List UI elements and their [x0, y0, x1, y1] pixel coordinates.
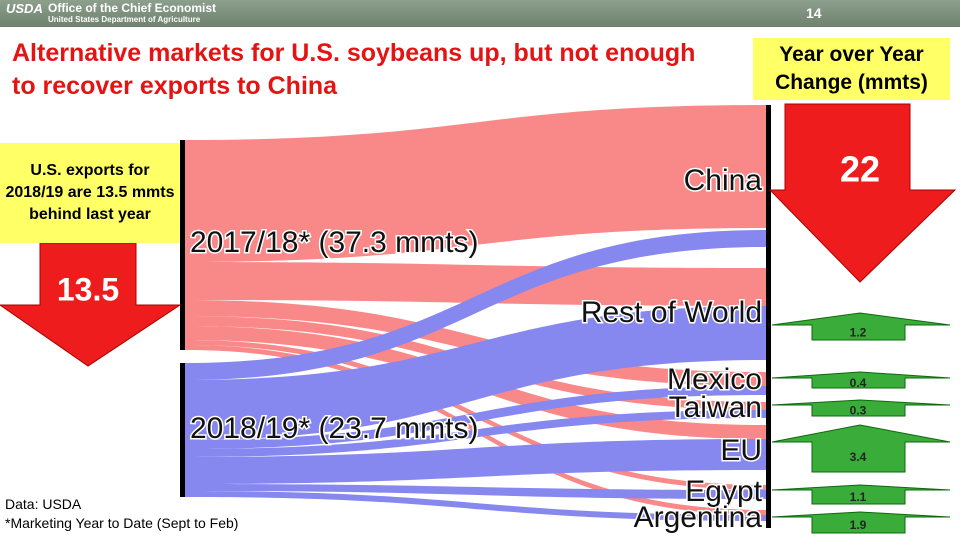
- change-label: 1.2: [850, 326, 867, 340]
- up-arrow: [771, 399, 951, 417]
- callout-text: U.S. exports for 2018/19 are 13.5 mmts b…: [5, 162, 175, 223]
- left-callout: U.S. exports for 2018/19 are 13.5 mmts b…: [0, 143, 180, 243]
- flow: [185, 306, 766, 440]
- footnote: Data: USDA: [5, 496, 82, 512]
- dept: United States Department of Agriculture: [48, 15, 201, 24]
- change-label: 3.4: [850, 450, 867, 464]
- source-node: [180, 140, 185, 350]
- page-number: 14: [806, 5, 822, 21]
- dest-label: China: [684, 164, 763, 197]
- flow: [185, 230, 766, 380]
- source-label: 2017/18* (37.3 mmts): [190, 226, 478, 259]
- dest-label: EU: [720, 434, 762, 467]
- change-label: 1.1: [850, 490, 867, 504]
- down-arrow: [0, 242, 182, 367]
- right-callout: Year over Year Change (mmts): [753, 38, 950, 100]
- flow: [185, 410, 766, 457]
- flow: [185, 262, 766, 306]
- change-label: 0.4: [850, 376, 867, 390]
- flow: [185, 105, 766, 262]
- flow: [185, 484, 766, 499]
- flow: [185, 439, 766, 484]
- change-label: 1.9: [850, 518, 867, 532]
- flow: [185, 491, 766, 521]
- source-node: [180, 363, 185, 497]
- dest-label: Taiwan: [669, 391, 762, 424]
- header-bar: USDA Office of the Chief Economist Unite…: [0, 0, 960, 27]
- change-label: 0.3: [850, 404, 867, 418]
- arrow-label: 22: [840, 149, 880, 190]
- down-arrow: [768, 103, 957, 283]
- flow: [185, 386, 766, 449]
- dest-label: Mexico: [667, 363, 762, 396]
- source-label: 2018/19* (23.7 mmts): [190, 412, 478, 445]
- callout-title: Year over Year Change (mmts): [775, 43, 928, 94]
- up-arrow: [771, 484, 951, 505]
- dest-node: [766, 105, 771, 528]
- logo: USDA: [6, 1, 43, 16]
- arrow-label: 13.5: [57, 271, 119, 307]
- dest-label: Rest of World: [581, 296, 762, 329]
- dest-label: Egypt: [685, 475, 762, 508]
- up-arrow: [771, 511, 951, 534]
- up-arrow: [771, 424, 951, 473]
- up-arrow: [771, 371, 951, 389]
- dest-label: Argentina: [634, 501, 763, 534]
- up-arrow: [771, 312, 951, 341]
- org: Office of the Chief Economist: [48, 1, 217, 15]
- title: Alternative markets for U.S. soybeans up…: [12, 39, 696, 100]
- footnote: *Marketing Year to Date (Sept to Feb): [5, 515, 239, 531]
